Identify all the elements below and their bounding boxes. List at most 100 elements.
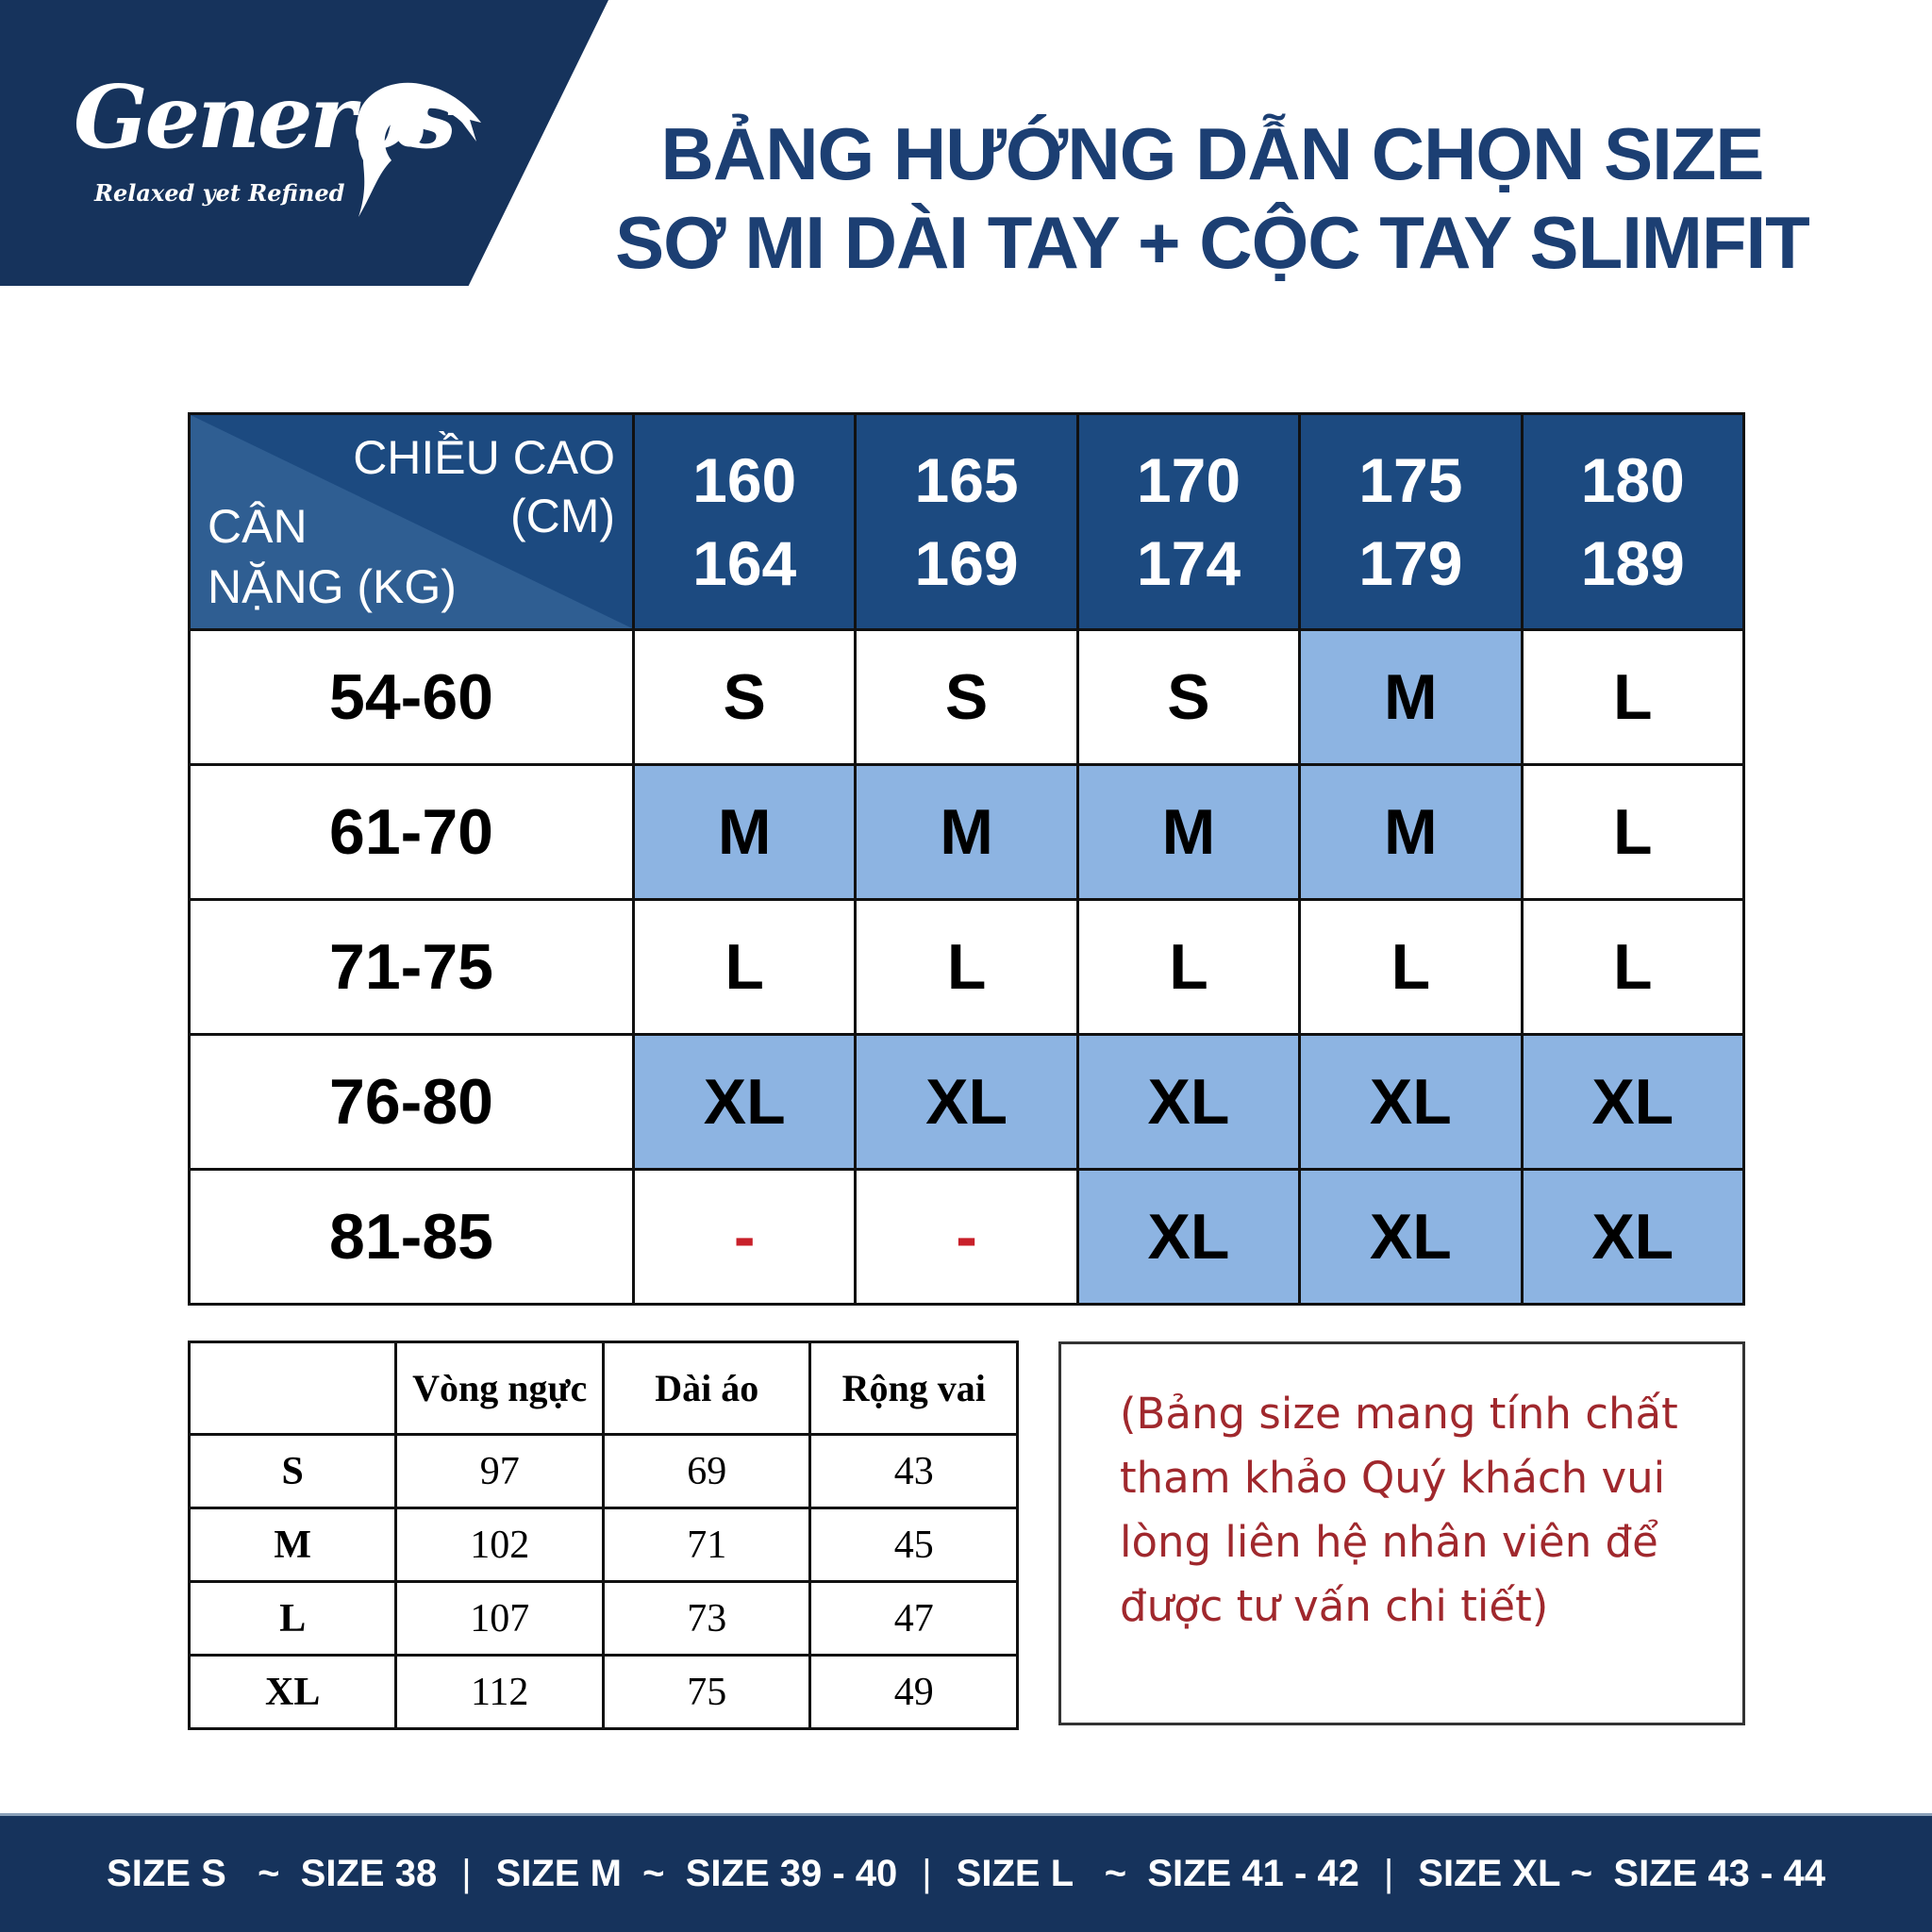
column-header: Dài áo bbox=[601, 1341, 812, 1436]
note-line: (Bảng size mang tính chất bbox=[1120, 1389, 1678, 1439]
table-row: 61-70 M M M M L bbox=[188, 763, 1746, 901]
size-label-cell: XL bbox=[187, 1654, 398, 1730]
size-label-cell: S bbox=[187, 1433, 398, 1509]
ram-logo-icon bbox=[357, 82, 481, 217]
height-from: 165 bbox=[914, 445, 1019, 515]
measurement-cell: 107 bbox=[394, 1580, 605, 1657]
weight-label: CÂN bbox=[208, 500, 308, 553]
height-to: 189 bbox=[1580, 528, 1685, 598]
height-range-header: 160 164 bbox=[631, 412, 858, 631]
height-range-header: 165 169 bbox=[854, 412, 1079, 631]
size-cell: L bbox=[1520, 898, 1746, 1036]
size-cell: XL bbox=[854, 1033, 1079, 1171]
column-header: Rộng vai bbox=[808, 1341, 1019, 1436]
size-cell: L bbox=[1520, 628, 1746, 766]
height-to: 174 bbox=[1136, 528, 1241, 598]
size-cell: M bbox=[1298, 763, 1524, 901]
measurement-cell: 71 bbox=[601, 1507, 812, 1583]
measurement-cell: 49 bbox=[808, 1654, 1019, 1730]
footer-item: SIZE M ~ SIZE 39 - 40 bbox=[495, 1853, 898, 1894]
measurement-cell: 69 bbox=[601, 1433, 812, 1509]
footer-item: SIZE L ~ SIZE 41 - 42 bbox=[956, 1853, 1359, 1894]
corner-header-cell: CHIỀU CAO (CM) CÂN NẶNG (KG) bbox=[188, 412, 635, 631]
size-cell: XL bbox=[1520, 1033, 1746, 1171]
measurement-cell: 97 bbox=[394, 1433, 605, 1509]
height-range-header: 175 179 bbox=[1298, 412, 1524, 631]
note-line: được tư vấn chi tiết) bbox=[1120, 1581, 1549, 1631]
size-cell: M bbox=[1075, 763, 1302, 901]
page-title-line1: BẢNG HƯỚNG DẪN CHỌN SIZE bbox=[660, 112, 1765, 195]
table-row: 81-85- - XL XL XL bbox=[188, 1168, 1746, 1306]
weight-range-cell: 54-60 bbox=[188, 628, 635, 766]
size-cell: - bbox=[631, 1168, 858, 1306]
table-row: S 97 69 43 bbox=[187, 1433, 1019, 1509]
size-cell: S bbox=[854, 628, 1079, 766]
measurement-cell: 112 bbox=[394, 1654, 605, 1730]
measurement-header-row: Vòng ngực Dài áo Rộng vai bbox=[187, 1341, 1019, 1436]
height-from: 180 bbox=[1580, 445, 1685, 515]
size-cell: XL bbox=[1298, 1033, 1524, 1171]
weight-unit: NẶNG (KG) bbox=[208, 560, 457, 613]
table-row: 54-60 S S S M L bbox=[188, 628, 1746, 766]
size-cell: XL bbox=[1520, 1168, 1746, 1306]
measurement-cell: 102 bbox=[394, 1507, 605, 1583]
size-cell: M bbox=[1298, 628, 1524, 766]
height-from: 170 bbox=[1136, 445, 1241, 515]
weight-range-cell: 71-75 bbox=[188, 898, 635, 1036]
height-to: 164 bbox=[692, 528, 797, 598]
note-line: lòng liên hệ nhân viên để bbox=[1120, 1517, 1658, 1567]
column-header bbox=[187, 1341, 398, 1436]
size-cell: S bbox=[631, 628, 858, 766]
height-header-row: CHIỀU CAO (CM) CÂN NẶNG (KG) 160 164 165 169 170… bbox=[188, 412, 1746, 631]
height-to: 179 bbox=[1358, 528, 1463, 598]
measurement-cell: 73 bbox=[601, 1580, 812, 1657]
weight-range-cell: 76-80 bbox=[188, 1033, 635, 1171]
brand-tagline: Relaxed yet Refined bbox=[94, 179, 345, 207]
size-cell: - bbox=[854, 1168, 1079, 1306]
size-label-cell: L bbox=[187, 1580, 398, 1657]
size-cell: S bbox=[1075, 628, 1302, 766]
table-row: 71-75 L L L L L bbox=[188, 898, 1746, 1036]
footer-separator: | bbox=[461, 1853, 472, 1894]
size-chart-table: CHIỀU CAO (CM) CÂN NẶNG (KG) 160 164 165 169 170… bbox=[188, 412, 1746, 1306]
height-to: 169 bbox=[914, 528, 1019, 598]
measurement-cell: 43 bbox=[808, 1433, 1019, 1509]
size-cell: XL bbox=[1075, 1033, 1302, 1171]
table-row: M 102 71 45 bbox=[187, 1507, 1019, 1583]
size-cell: L bbox=[854, 898, 1079, 1036]
footer-separator: | bbox=[1383, 1853, 1394, 1894]
measurement-cell: 45 bbox=[808, 1507, 1019, 1583]
table-row: L 107 73 47 bbox=[187, 1580, 1019, 1657]
table-row: 76-80 XL XL XL XL XL bbox=[188, 1033, 1746, 1171]
table-row: XL 112 75 49 bbox=[187, 1654, 1019, 1730]
weight-range-cell: 81-85 bbox=[188, 1168, 635, 1306]
measurement-table: Vòng ngực Dài áo Rộng vai S 97 69 43 M 102 71 45 L 1… bbox=[187, 1341, 1019, 1730]
footer-item: SIZE S ~ SIZE 38 bbox=[107, 1853, 438, 1894]
footer-size-conversion: SIZE S ~ SIZE 38 | SIZE M ~ SIZE 39 - 40 |… bbox=[0, 1813, 1932, 1932]
height-from: 160 bbox=[692, 445, 797, 515]
measurement-cell: 75 bbox=[601, 1654, 812, 1730]
page-title-line2: SƠ MI DÀI TAY + CỘC TAY SLIMFIT bbox=[615, 201, 1810, 284]
size-cell: L bbox=[1520, 763, 1746, 901]
size-cell: M bbox=[854, 763, 1079, 901]
height-range-header: 170 174 bbox=[1075, 412, 1302, 631]
note-line: tham khảo Quý khách vui bbox=[1120, 1453, 1666, 1503]
height-range-header: 180 189 bbox=[1520, 412, 1746, 631]
height-label: CHIỀU CAO bbox=[353, 431, 615, 484]
size-label-cell: M bbox=[187, 1507, 398, 1583]
height-from: 175 bbox=[1358, 445, 1463, 515]
column-header: Vòng ngực bbox=[394, 1341, 605, 1436]
size-cell: L bbox=[1075, 898, 1302, 1036]
footer-item: SIZE XL ~ SIZE 43 - 44 bbox=[1418, 1853, 1825, 1894]
size-cell: XL bbox=[631, 1033, 858, 1171]
disclaimer-note: (Bảng size mang tính chất tham khảo Quý … bbox=[1058, 1341, 1745, 1725]
size-cell: XL bbox=[1298, 1168, 1524, 1306]
size-cell: XL bbox=[1075, 1168, 1302, 1306]
size-cell: L bbox=[631, 898, 858, 1036]
size-cell: L bbox=[1298, 898, 1524, 1036]
footer-separator: | bbox=[922, 1853, 932, 1894]
height-unit: (CM) bbox=[509, 490, 615, 542]
size-cell: M bbox=[631, 763, 858, 901]
measurement-cell: 47 bbox=[808, 1580, 1019, 1657]
weight-range-cell: 61-70 bbox=[188, 763, 635, 901]
